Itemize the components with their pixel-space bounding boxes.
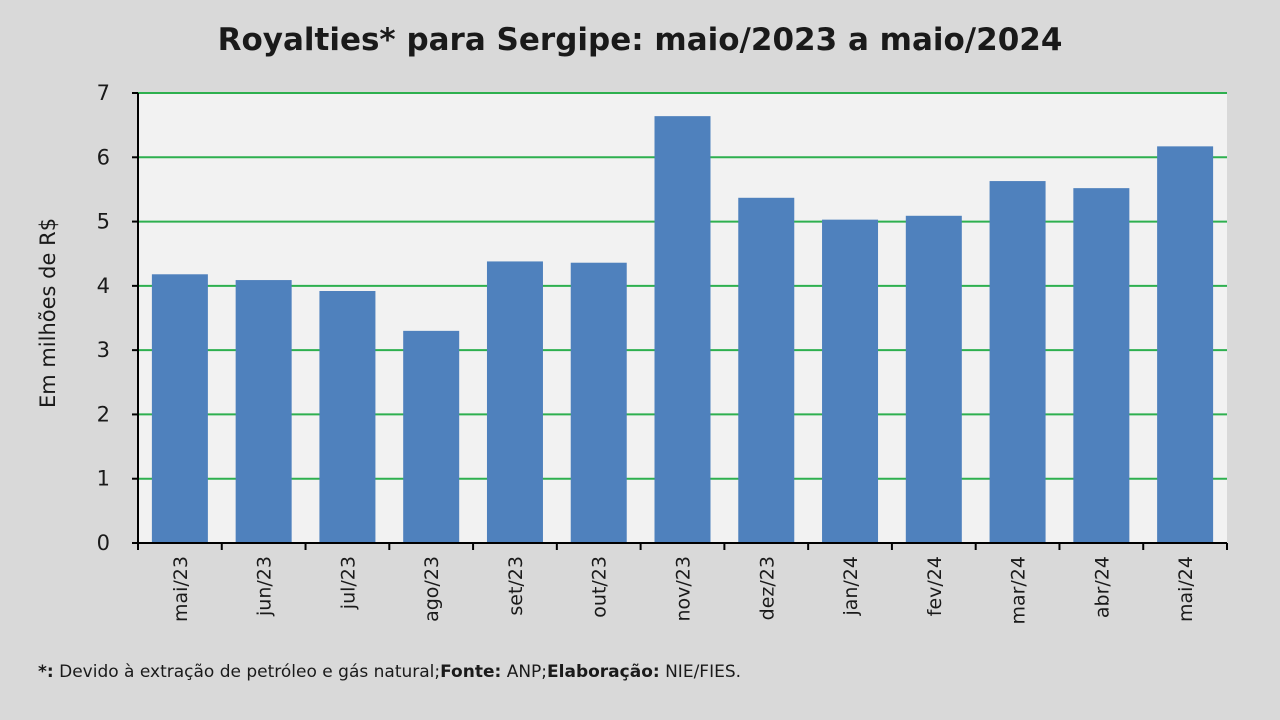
chart-title: Royalties* para Sergipe: maio/2023 a mai… [217,22,1063,58]
footnote-note: Devido à extração de petróleo e gás natu… [53,662,441,682]
bar-jun-23 [235,280,292,543]
y-tick-label: 5 [97,210,110,234]
footnote-elaboration: NIE/FIES. [659,662,742,682]
footnote-source: ANP; [501,662,548,682]
y-tick-labels: 0 1 2 3 4 5 6 7 [97,81,110,555]
x-tick-label: jul/23 [337,556,359,610]
y-axis-label: Em milhões de R$ [36,218,60,408]
bar-dez-23 [738,197,795,544]
y-tick-label: 2 [97,402,110,426]
x-tick-label: dez/23 [756,556,778,620]
footnote-elaboration-label: Elaboração: [547,662,660,682]
x-tick-label: nov/23 [673,556,695,622]
x-tick-label: jun/23 [254,556,276,617]
bar-mai-23 [151,274,208,543]
y-tick-label: 3 [97,338,110,362]
x-tick-label: jan/24 [840,556,862,617]
x-tick-labels: mai/23 jun/23 jul/23 ago/23 set/23 out/23 nov/… [170,556,1197,625]
y-tick-label: 4 [97,274,110,298]
y-tick-label: 7 [97,81,110,105]
x-tick-label: mai/24 [1175,556,1197,622]
footnote: *: Devido à extração de petróleo e gás n… [38,662,741,682]
x-tick-label: set/23 [505,556,527,616]
x-tick-label: ago/23 [421,556,443,622]
bars [151,116,1214,544]
bar-jan-24 [822,219,879,543]
bar-out-23 [570,262,627,543]
bar-abr-24 [1073,188,1130,543]
bar-set-23 [486,261,543,543]
y-tick-label: 0 [97,531,110,555]
x-tick-label: fev/24 [924,556,946,616]
bar-fev-24 [905,215,962,544]
y-tick-label: 1 [97,467,110,491]
bar-mai-24 [1157,146,1214,543]
bar-mar-24 [989,181,1046,544]
bar-ago-23 [403,330,460,543]
axes [132,92,1228,550]
footnote-marker: *: [38,662,54,682]
bar-nov-23 [654,116,711,544]
x-tick-label: out/23 [589,556,611,618]
bar-jul-23 [319,291,376,543]
x-tick-label: mai/23 [170,556,192,622]
y-tick-label: 6 [97,145,110,169]
x-tick-label: mar/24 [1008,556,1030,625]
x-tick-label: abr/24 [1091,556,1113,618]
footnote-source-label: Fonte: [440,662,502,682]
